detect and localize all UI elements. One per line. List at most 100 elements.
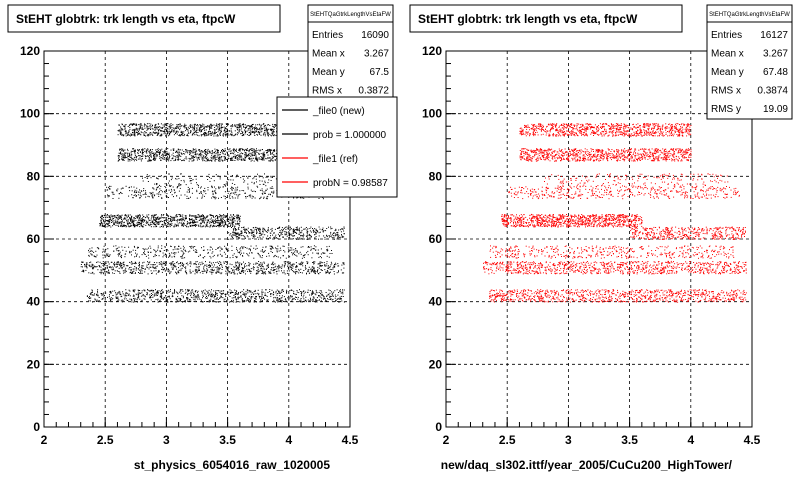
scatter-point xyxy=(311,291,313,293)
scatter-point xyxy=(169,254,171,256)
scatter-point xyxy=(343,236,345,238)
scatter-point xyxy=(295,266,297,268)
scatter-point xyxy=(166,184,168,186)
scatter-point xyxy=(246,299,248,301)
scatter-point xyxy=(115,263,117,265)
scatter-point xyxy=(118,158,120,160)
scatter-point xyxy=(119,215,121,217)
scatter-point xyxy=(225,296,227,297)
scatter-point xyxy=(255,158,257,160)
scatter-point xyxy=(290,234,292,236)
scatter-point xyxy=(234,160,236,161)
scatter-point xyxy=(295,296,296,298)
scatter-point xyxy=(228,218,230,220)
scatter-point xyxy=(139,272,141,274)
scatter-point xyxy=(232,299,234,301)
scatter-point xyxy=(155,299,157,300)
scatter-point xyxy=(328,272,330,274)
scatter-point xyxy=(264,173,265,175)
scatter-point xyxy=(227,299,229,301)
scatter-point xyxy=(267,235,269,237)
scatter-point xyxy=(321,270,323,271)
scatter-point xyxy=(319,263,321,265)
scatter-point xyxy=(159,151,161,153)
scatter-point xyxy=(266,152,267,154)
scatter-point xyxy=(314,269,315,271)
scatter-point xyxy=(114,215,116,216)
scatter-point xyxy=(158,270,160,272)
scatter-point xyxy=(229,289,231,291)
scatter-point xyxy=(296,290,298,291)
scatter-point xyxy=(144,254,146,255)
scatter-point xyxy=(295,273,297,275)
scatter-point xyxy=(139,266,141,268)
scatter-point xyxy=(287,234,289,236)
scatter-point xyxy=(240,152,242,154)
scatter-point xyxy=(104,216,106,218)
scatter-point xyxy=(228,294,230,296)
scatter-point xyxy=(292,231,294,232)
scatter-point xyxy=(289,238,291,240)
scatter-point xyxy=(141,218,143,219)
scatter-point xyxy=(261,298,263,300)
scatter-point xyxy=(200,222,202,224)
scatter-point xyxy=(174,191,176,193)
scatter-point xyxy=(332,298,334,300)
scatter-point xyxy=(207,295,209,297)
scatter-point xyxy=(123,298,125,300)
scatter-point xyxy=(231,215,233,217)
scatter-point xyxy=(186,149,188,151)
scatter-point xyxy=(297,296,299,298)
scatter-point xyxy=(339,229,341,231)
scatter-point xyxy=(200,216,202,218)
scatter-point xyxy=(337,298,339,300)
scatter-point xyxy=(216,298,218,300)
scatter-point xyxy=(332,294,334,296)
scatter-point xyxy=(189,158,191,160)
scatter-point xyxy=(301,257,303,259)
scatter-point xyxy=(335,228,337,230)
scatter-point xyxy=(116,293,118,295)
scatter-point xyxy=(112,225,114,227)
scatter-point xyxy=(191,215,193,217)
scatter-point xyxy=(271,159,273,161)
scatter-point xyxy=(111,191,113,193)
scatter-point xyxy=(257,289,259,291)
scatter-point xyxy=(342,262,344,264)
scatter-point xyxy=(180,247,182,249)
scatter-point xyxy=(247,254,249,256)
scatter-point xyxy=(203,155,205,157)
scatter-point xyxy=(86,295,88,297)
scatter-point xyxy=(150,223,152,225)
scatter-point xyxy=(125,185,127,187)
scatter-point xyxy=(219,291,221,293)
scatter-point xyxy=(203,257,204,259)
scatter-point xyxy=(329,266,331,268)
scatter-point xyxy=(107,223,109,225)
scatter-point xyxy=(184,153,186,155)
scatter-point xyxy=(151,273,153,274)
scatter-point xyxy=(162,290,164,292)
scatter-point xyxy=(198,156,200,158)
scatter-point xyxy=(190,295,192,297)
scatter-point xyxy=(321,262,323,264)
scatter-point xyxy=(244,156,246,158)
scatter-point xyxy=(281,267,283,269)
scatter-point xyxy=(174,263,176,265)
scatter-point xyxy=(117,247,119,249)
scatter-point xyxy=(234,297,236,299)
scatter-point xyxy=(218,158,220,160)
scatter-point xyxy=(162,266,164,268)
scatter-point xyxy=(122,270,124,272)
scatter-point xyxy=(217,268,219,270)
scatter-point xyxy=(235,235,237,237)
scatter-point xyxy=(205,151,207,153)
scatter-point xyxy=(251,197,253,199)
scatter-point xyxy=(228,179,230,181)
scatter-point xyxy=(187,289,188,291)
scatter-point xyxy=(163,254,165,256)
scatter-point xyxy=(254,150,256,152)
scatter-point xyxy=(306,231,308,233)
scatter-point xyxy=(230,150,232,152)
scatter-point xyxy=(147,267,149,269)
